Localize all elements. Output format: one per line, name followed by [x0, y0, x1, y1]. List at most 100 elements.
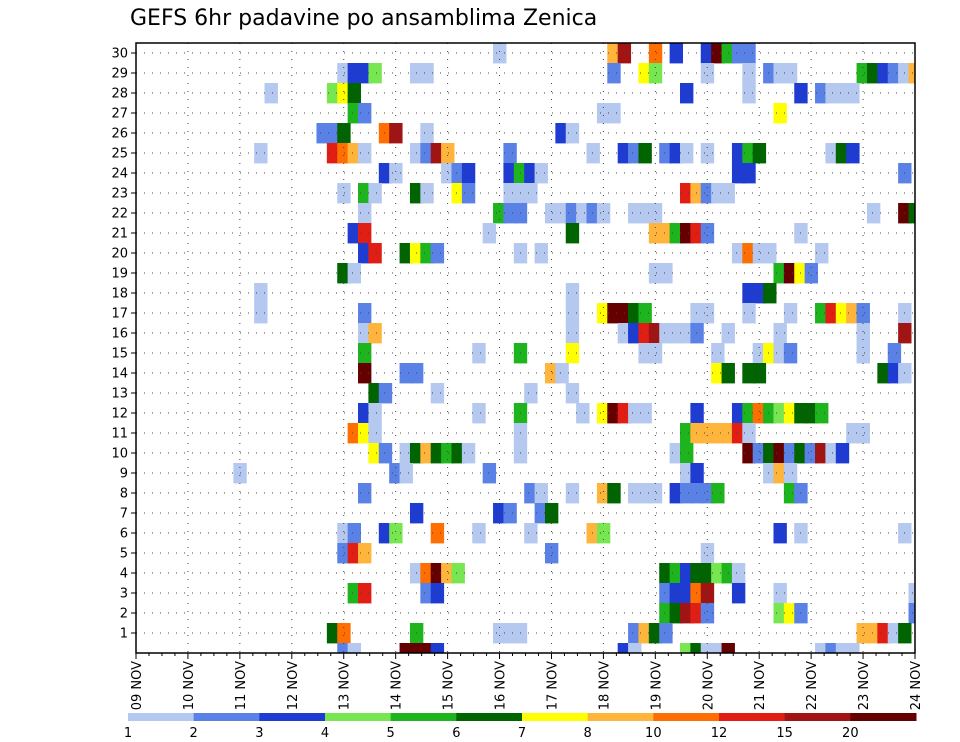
heatmap-cell [721, 643, 735, 654]
heatmap-cell [441, 563, 455, 584]
heatmap-cell [358, 543, 372, 564]
heatmap-cell [565, 343, 580, 364]
heatmap-cell [503, 203, 517, 224]
legend-label: 8 [584, 726, 592, 741]
heatmap-cell [680, 323, 694, 344]
heatmap-cell [430, 523, 445, 544]
heatmap-cell [700, 223, 715, 244]
heatmap-cell [337, 63, 351, 84]
y-tick-label: 2 [120, 607, 128, 622]
legend-swatch [325, 713, 392, 721]
heatmap-cell [399, 643, 413, 654]
heatmap-cell [451, 443, 465, 464]
heatmap-cell [731, 143, 746, 164]
heatmap-cell [763, 463, 777, 484]
heatmap-cell [763, 63, 777, 84]
heatmap-cell [815, 443, 829, 464]
heatmap-cell [680, 563, 694, 584]
heatmap-cell [524, 523, 538, 544]
heatmap-cell [690, 583, 704, 604]
heatmap-cell [638, 63, 652, 84]
heatmap-cell [866, 63, 881, 84]
heatmap-cell [690, 223, 704, 244]
heatmap-cell [347, 63, 362, 84]
heatmap-cell [368, 423, 382, 444]
heatmap-cell [368, 443, 382, 464]
heatmap-cell [544, 503, 559, 524]
heatmap-cell [503, 143, 517, 164]
heatmap-cell [638, 303, 652, 324]
heatmap-cell [638, 343, 652, 364]
heatmap-cell [763, 283, 777, 304]
heatmap-cell [887, 63, 902, 84]
heatmap-cell [565, 203, 580, 224]
heatmap-cell [534, 503, 548, 524]
heatmap-cell [742, 443, 756, 464]
heatmap-cell [565, 223, 580, 244]
heatmap-cell [835, 83, 850, 104]
heatmap-cell [783, 403, 798, 424]
legend-swatch [390, 713, 457, 721]
heatmap-cell [908, 603, 916, 624]
heatmap-cell [638, 483, 652, 504]
heatmap-cell [866, 203, 881, 224]
heatmap-cell [680, 223, 694, 244]
heatmap-cells [233, 43, 916, 654]
chart-title: GEFS 6hr padavine po ansamblima Zenica [130, 6, 598, 31]
heatmap-cell [337, 263, 351, 284]
y-tick-label: 16 [111, 327, 128, 342]
heatmap-cell [461, 163, 476, 184]
heatmap-cell [711, 363, 725, 384]
heatmap-cell [524, 483, 538, 504]
x-tick-label: 17 NOV [545, 661, 560, 710]
heatmap-cell [815, 83, 829, 104]
heatmap-cell [648, 323, 663, 344]
heatmap-cell [783, 343, 798, 364]
heatmap-cell [399, 463, 413, 484]
heatmap-cell [773, 263, 787, 284]
heatmap-cell [711, 343, 725, 364]
y-tick-label: 26 [111, 127, 128, 142]
heatmap-cell [358, 483, 372, 504]
heatmap-cell [399, 243, 413, 264]
legend-swatch [259, 713, 326, 721]
heatmap-cell [420, 243, 434, 264]
heatmap-cell [846, 303, 860, 324]
heatmap-cell [347, 643, 362, 654]
heatmap-cell [347, 523, 362, 544]
heatmap-cell [544, 543, 559, 564]
heatmap-cell [254, 143, 268, 164]
y-tick-label: 23 [111, 187, 128, 202]
heatmap-cell [690, 403, 704, 424]
heatmap-cell [347, 423, 362, 444]
heatmap-cell [669, 323, 683, 344]
legend-swatch [456, 713, 523, 721]
heatmap-cell [835, 443, 850, 464]
heatmap-cell [731, 563, 746, 584]
y-tick-label: 20 [111, 247, 128, 262]
heatmap-cell [700, 143, 715, 164]
heatmap-cell [690, 303, 704, 324]
heatmap-cell [742, 63, 756, 84]
heatmap-cell [254, 303, 268, 324]
heatmap-cell [752, 243, 767, 264]
heatmap-cell [596, 103, 611, 124]
heatmap-cell [461, 183, 476, 204]
y-tick-label: 18 [111, 287, 128, 302]
heatmap-cell [700, 563, 715, 584]
heatmap-cell [368, 323, 382, 344]
heatmap-cell [337, 83, 351, 104]
heatmap-cell [420, 583, 434, 604]
heatmap-cell [565, 323, 580, 344]
heatmap-cell [680, 83, 694, 104]
heatmap-cell [680, 583, 694, 604]
heatmap-cell [472, 523, 486, 544]
heatmap-cell [908, 203, 916, 224]
heatmap-cell [420, 563, 434, 584]
y-tick-label: 22 [111, 207, 128, 222]
heatmap-cell [347, 223, 362, 244]
heatmap-cell [409, 643, 424, 654]
heatmap-cell [856, 303, 870, 324]
legend-label: 6 [452, 726, 460, 741]
heatmap-cell [482, 463, 497, 484]
